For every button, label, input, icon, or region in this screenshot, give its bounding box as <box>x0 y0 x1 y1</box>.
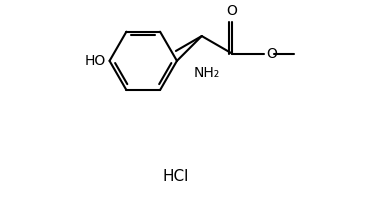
Text: O: O <box>227 4 238 18</box>
Text: HCl: HCl <box>163 169 189 184</box>
Text: NH₂: NH₂ <box>193 66 219 80</box>
Text: O: O <box>266 47 277 61</box>
Text: HO: HO <box>85 54 106 68</box>
